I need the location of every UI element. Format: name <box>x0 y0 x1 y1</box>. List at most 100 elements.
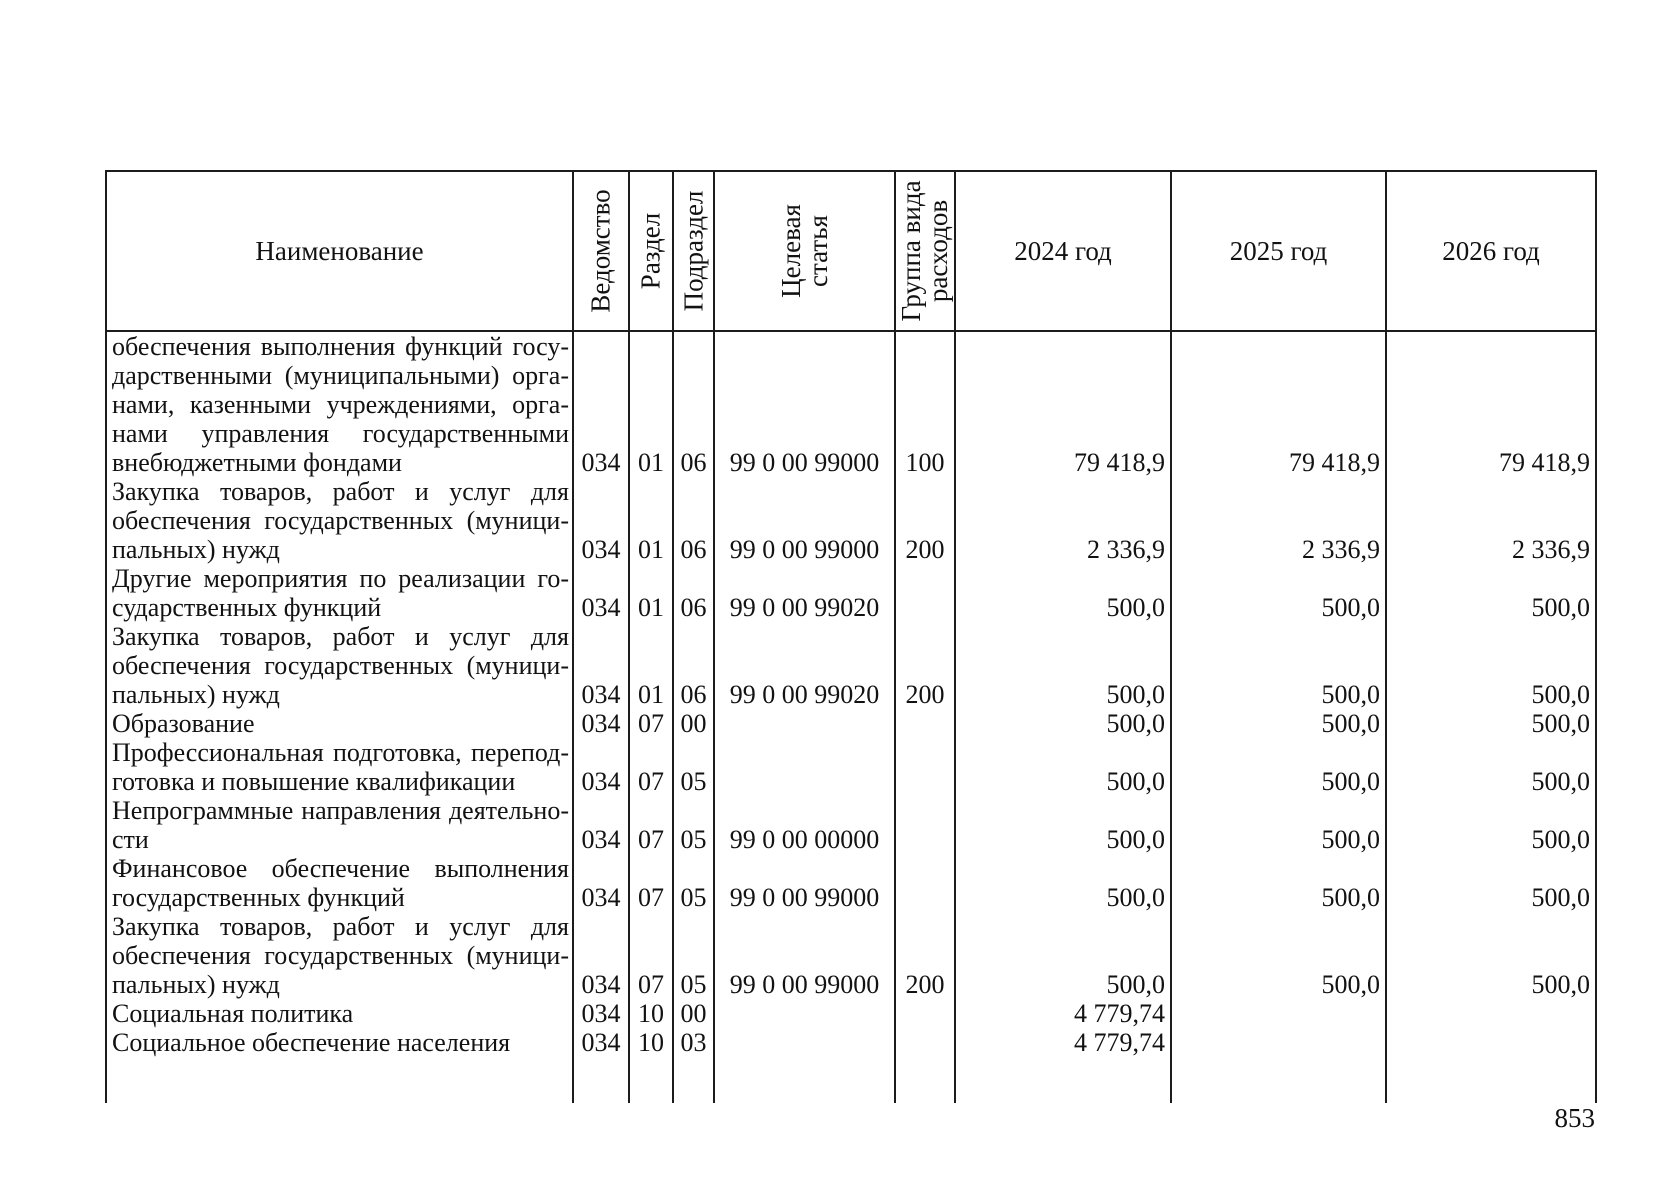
col-header-name-label: Наименование <box>255 235 424 266</box>
cell-razdel: 07 <box>628 709 674 738</box>
cell-razdel: 07 <box>628 796 674 854</box>
cell-vedomstvo: 034 <box>572 622 630 709</box>
cell-vedomstvo: 034 <box>572 709 630 738</box>
table-row: Образование 034 07 00 500,0 500,0 500,0 <box>105 709 1597 738</box>
cell-podrazdel: 00 <box>672 999 715 1028</box>
cell-amount-2025 <box>1170 999 1387 1028</box>
cell-amount-2025: 2 336,9 <box>1170 477 1387 564</box>
cell-vedomstvo: 034 <box>572 564 630 622</box>
cell-vedomstvo: 034 <box>572 738 630 796</box>
name-text-line: Другие мероприятия по реализации го- <box>112 564 569 593</box>
cell-name: Финансовое обеспечение выполнения государ… <box>105 854 574 912</box>
cell-razdel: 01 <box>628 622 674 709</box>
cell-gruppa-vida-raskhodov: 200 <box>894 912 956 999</box>
cell-razdel: 10 <box>628 1028 674 1057</box>
cell-name: Социальное обеспечение населения <box>105 1028 574 1057</box>
table-row: Социальная политика 034 10 00 4 779,74 <box>105 999 1597 1028</box>
cell-amount-2025: 500,0 <box>1170 854 1387 912</box>
cell-amount-2026: 500,0 <box>1385 738 1597 796</box>
cell-gruppa-vida-raskhodov: 200 <box>894 477 956 564</box>
name-text-line: Закупка товаров, работ и услуг для <box>112 912 569 941</box>
name-text-line: Социальное обеспечение населения <box>112 1028 511 1057</box>
name-text-line: Образование <box>112 709 255 738</box>
cell-vedomstvo: 034 <box>572 1028 630 1057</box>
cell-gruppa-vida-raskhodov <box>894 796 956 854</box>
empty-cell <box>894 1057 956 1103</box>
cell-tselevaya-statya: 99 0 00 99000 <box>713 912 896 999</box>
name-text-line: пальных) нужд <box>112 970 280 999</box>
cell-amount-2024: 500,0 <box>954 622 1172 709</box>
cell-amount-2026: 500,0 <box>1385 796 1597 854</box>
table-cutoff-spacer-row <box>105 1057 1597 1103</box>
table-row: обеспечения выполнения функций госу-дарс… <box>105 331 1597 477</box>
name-text-line: внебюджетными фондами <box>112 448 402 477</box>
col-header-gruppa-vida-raskhodov: Группа вида расходов <box>894 170 956 332</box>
cell-podrazdel: 06 <box>672 622 715 709</box>
empty-cell <box>713 1057 896 1103</box>
empty-cell <box>628 1057 674 1103</box>
cell-razdel: 07 <box>628 738 674 796</box>
cell-razdel: 01 <box>628 477 674 564</box>
cell-podrazdel: 05 <box>672 854 715 912</box>
cell-razdel: 10 <box>628 999 674 1028</box>
name-text-line: дарственными (муниципальными) орга- <box>112 361 569 390</box>
cell-vedomstvo: 034 <box>572 854 630 912</box>
empty-cell <box>105 1057 574 1103</box>
col-header-year-2025: 2025 год <box>1170 170 1387 332</box>
cell-podrazdel: 05 <box>672 912 715 999</box>
cell-amount-2025 <box>1170 1028 1387 1057</box>
cell-amount-2025: 500,0 <box>1170 564 1387 622</box>
cell-name: Закупка товаров, работ и услуг для обеспе… <box>105 912 574 999</box>
cell-amount-2025: 79 418,9 <box>1170 331 1387 477</box>
cell-name: Образование <box>105 709 574 738</box>
cell-amount-2024: 4 779,74 <box>954 999 1172 1028</box>
table-row: Закупка товаров, работ и услуг для обеспе… <box>105 622 1597 709</box>
cell-gruppa-vida-raskhodov <box>894 738 956 796</box>
budget-table: Наименование Ведомство Раздел Подраздел … <box>105 170 1597 1103</box>
col-header-razdel-label: Раздел <box>635 212 666 290</box>
cell-razdel: 07 <box>628 912 674 999</box>
name-text-line: обеспечения государственных (муници- <box>112 506 569 535</box>
cell-tselevaya-statya: 99 0 00 99020 <box>713 564 896 622</box>
cell-podrazdel: 05 <box>672 796 715 854</box>
empty-cell <box>1385 1057 1597 1103</box>
col-header-podrazdel: Подраздел <box>672 170 715 332</box>
cell-tselevaya-statya: 99 0 00 99000 <box>713 477 896 564</box>
cell-amount-2025: 500,0 <box>1170 738 1387 796</box>
table-header: Наименование Ведомство Раздел Подраздел … <box>105 170 1597 332</box>
cell-vedomstvo: 034 <box>572 999 630 1028</box>
table-body: обеспечения выполнения функций госу-дарс… <box>105 331 1597 1103</box>
cell-amount-2024: 2 336,9 <box>954 477 1172 564</box>
cell-name: Другие мероприятия по реализации го-суда… <box>105 564 574 622</box>
table-row: Социальное обеспечение населения 034 10 03 4… <box>105 1028 1597 1057</box>
name-text-line: Финансовое обеспечение выполнения <box>112 854 569 883</box>
cell-gruppa-vida-raskhodov <box>894 1028 956 1057</box>
table-row: Закупка товаров, работ и услуг для обеспе… <box>105 912 1597 999</box>
col-header-tselevaya-statya: Целевая статья <box>713 170 896 332</box>
cell-tselevaya-statya <box>713 999 896 1028</box>
cell-amount-2024: 500,0 <box>954 709 1172 738</box>
name-text-line: Социальная политика <box>112 999 354 1028</box>
cell-tselevaya-statya: 99 0 00 99000 <box>713 331 896 477</box>
col-header-podrazdel-label: Подраздел <box>678 190 708 312</box>
col-header-tselevaya-statya-label: Целевая статья <box>775 204 833 298</box>
cell-amount-2024: 500,0 <box>954 738 1172 796</box>
name-text-line: Непрограммные направления деятельно- <box>112 796 569 825</box>
cell-podrazdel: 06 <box>672 331 715 477</box>
cell-name: обеспечения выполнения функций госу-дарс… <box>105 331 574 477</box>
cell-amount-2026: 500,0 <box>1385 709 1597 738</box>
cell-amount-2024: 4 779,74 <box>954 1028 1172 1057</box>
cell-podrazdel: 06 <box>672 564 715 622</box>
empty-cell <box>954 1057 1172 1103</box>
cell-name: Социальная политика <box>105 999 574 1028</box>
name-text-line: готовка и повышение квалификации <box>112 767 516 796</box>
name-text-line: обеспечения государственных (муници- <box>112 651 569 680</box>
cell-vedomstvo: 034 <box>572 477 630 564</box>
name-text-line: государственных функций <box>112 883 405 912</box>
cell-amount-2026: 2 336,9 <box>1385 477 1597 564</box>
cell-vedomstvo: 034 <box>572 912 630 999</box>
cell-amount-2025: 500,0 <box>1170 796 1387 854</box>
cell-amount-2024: 500,0 <box>954 854 1172 912</box>
cell-gruppa-vida-raskhodov <box>894 709 956 738</box>
